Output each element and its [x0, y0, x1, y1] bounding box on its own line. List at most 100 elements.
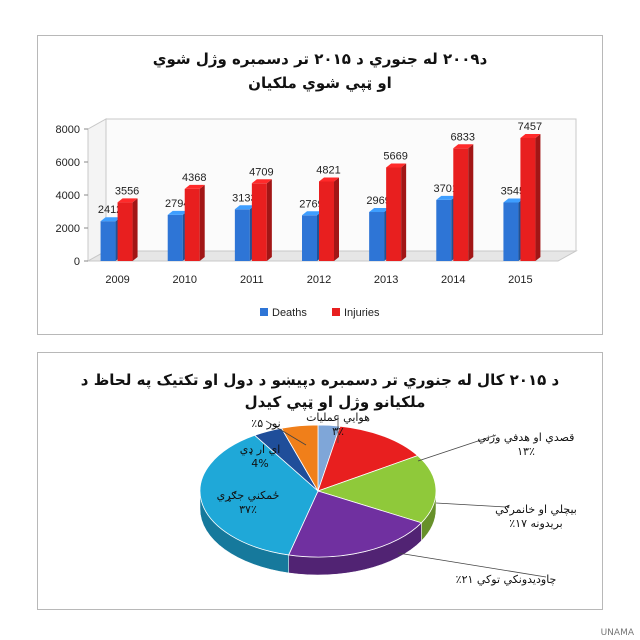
bar-chart-panel: د۲۰۰۹ له جنوري د ۲۰۱۵ تر دسمبره وژل شوي … — [37, 35, 603, 335]
bar-front — [167, 214, 183, 261]
pie-label-4: ځمکني جګړي — [217, 489, 280, 502]
bar-front — [184, 188, 200, 261]
bar-front — [386, 167, 402, 261]
x-tick-label: 2014 — [441, 274, 465, 286]
legend-label-injuries: Injuries — [344, 307, 380, 319]
legend-swatch-deaths — [260, 308, 268, 316]
x-tick-label: 2011 — [240, 274, 264, 286]
bar-top — [520, 133, 541, 138]
y-tick-label: 6000 — [56, 157, 80, 169]
bar-injuries-2013 — [386, 163, 407, 261]
pie-label-5: اي ار ډي — [240, 443, 281, 456]
y-tick-label: 8000 — [56, 124, 80, 136]
bar-front — [369, 212, 385, 261]
bar-top — [302, 211, 322, 216]
data-label: 5669 — [383, 150, 407, 162]
bar-top — [234, 205, 255, 210]
bar-top — [503, 198, 524, 203]
bar-side — [535, 133, 541, 261]
bar-side — [401, 163, 407, 261]
bar-chart-title-line2: او ټپي شوي ملکيان — [248, 74, 392, 92]
data-label: 2769 — [299, 198, 323, 210]
pie-label-3: چاوديدونکي توکي ۲۱٪ — [456, 573, 557, 586]
bar-front — [302, 215, 317, 261]
bar-side — [266, 179, 272, 261]
bar-front — [319, 181, 334, 261]
bar-chart-svg: 0 2000 4000 6000 8000 2412 3556 2009 2794 4368 201… — [56, 118, 578, 319]
bar-top — [167, 210, 188, 215]
bar-injuries-2012 — [319, 177, 339, 261]
data-label: 2794 — [165, 198, 189, 210]
watermark: UNAMA — [600, 628, 634, 638]
y-tick-label: 2000 — [56, 223, 80, 235]
bar-side — [468, 144, 474, 261]
pie-slice-3 — [288, 490, 423, 558]
pie-label-1: قصدي او هدفي وژني — [478, 431, 575, 444]
bar-chart-title-line1: د۲۰۰۹ له جنوري د ۲۰۱۵ تر دسمبره وژل شوي — [152, 50, 488, 68]
bar-top — [386, 163, 407, 168]
bar-injuries-2011 — [251, 179, 272, 261]
pie-leader-line — [265, 420, 307, 446]
data-label: 2412 — [98, 204, 122, 216]
bar-front — [520, 137, 536, 261]
x-tick-label: 2010 — [172, 274, 196, 286]
data-label: 3556 — [115, 185, 139, 197]
bar-top — [184, 184, 205, 189]
data-label: 4709 — [249, 166, 273, 178]
pie-leader-line — [397, 552, 547, 578]
pie-label-value-5: 4% — [251, 457, 268, 470]
pie-label-0: هوايي عمليات — [306, 411, 370, 424]
bar-front — [436, 199, 452, 261]
bar-injuries-2014 — [453, 144, 474, 261]
pie-slice-1 — [317, 425, 419, 492]
pie-label-value-1: ۱۳٪ — [517, 445, 535, 458]
data-label: 4821 — [316, 164, 340, 176]
x-tick-label: 2009 — [105, 274, 129, 286]
y-tick-label: 4000 — [56, 190, 80, 202]
bar-front — [117, 202, 133, 261]
data-label: 6833 — [451, 131, 475, 143]
data-label: 2969 — [366, 195, 390, 207]
pie-chart-title-line1: د ۲۰۱۵ کال له جنوري تر دسمبره دپيښو د دو… — [80, 371, 560, 389]
pie-label-value-2: بريدونه ۱۷٪ — [509, 517, 562, 530]
x-tick-label: 2012 — [307, 274, 331, 286]
bar-top — [117, 198, 138, 203]
pie-label-6: نور ۵٪ — [251, 417, 280, 430]
bar-side — [334, 177, 339, 261]
pie-slice-6 — [280, 424, 319, 493]
bar-injuries-2009 — [117, 198, 138, 261]
pie-label-2: بيچلي او خانمرګي — [495, 503, 577, 516]
bar-top — [369, 208, 390, 213]
bar-top — [436, 195, 457, 200]
bar-top — [453, 144, 474, 149]
data-label: 3133 — [232, 192, 256, 204]
data-label: 3701 — [434, 183, 458, 195]
bar-front — [251, 183, 267, 261]
bar-front — [234, 209, 250, 261]
bar-top — [251, 179, 272, 184]
pie-label-value-4: ۳۷٪ — [239, 503, 257, 516]
pie-leader-line — [417, 434, 497, 462]
bar-front — [100, 221, 116, 261]
data-label: 3545 — [501, 186, 525, 198]
pie-chart-title-line2: ملکيانو وژل او ټپي کيدل — [244, 393, 426, 411]
data-label: 4368 — [182, 172, 206, 184]
pie-leader-line — [435, 502, 507, 508]
pie-label-value-0: ۳٪ — [332, 425, 344, 438]
bar-side — [199, 184, 205, 261]
x-tick-label: 2013 — [374, 274, 398, 286]
bar-top — [319, 177, 339, 182]
bar-front — [503, 202, 519, 261]
y-tick-label: 0 — [74, 256, 80, 268]
x-tick-label: 2015 — [508, 274, 532, 286]
legend-swatch-injuries — [332, 308, 340, 316]
bar-injuries-2010 — [184, 184, 205, 261]
bar-top — [100, 217, 121, 222]
bar-injuries-2015 — [520, 133, 541, 261]
pie-chart-panel: د ۲۰۱۵ کال له جنوري تر دسمبره دپيښو د دو… — [37, 352, 603, 610]
data-label: 7457 — [518, 121, 542, 133]
bar-side — [132, 198, 138, 261]
bar-front — [453, 148, 469, 261]
legend-label-deaths: Deaths — [272, 307, 307, 319]
